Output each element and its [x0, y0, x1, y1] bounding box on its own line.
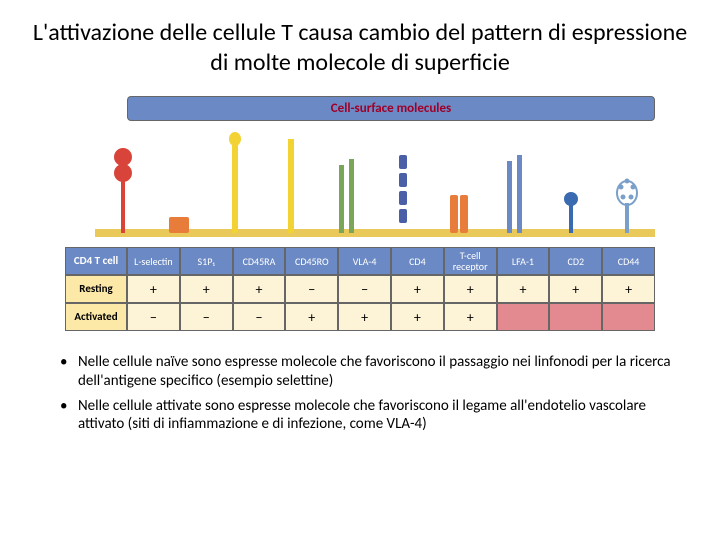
table-cell: + — [391, 303, 444, 331]
table-cell: + — [497, 275, 550, 303]
column-header: CD45RA — [233, 247, 286, 275]
column-header: L-selectin — [127, 247, 180, 275]
table-cell: + — [602, 275, 655, 303]
table-cell: + — [180, 275, 233, 303]
table-cell: − — [338, 275, 391, 303]
table-cell: + — [444, 303, 497, 331]
column-header: LFA-1 — [497, 247, 550, 275]
molecule-icon — [151, 125, 207, 245]
molecule-icon — [95, 125, 151, 245]
table-cell — [549, 303, 602, 331]
row-header-corner: CD4 T cell — [65, 247, 127, 275]
column-header: CD4 — [391, 247, 444, 275]
table-cell — [497, 303, 550, 331]
page-title: L'attivazione delle cellule T causa camb… — [0, 0, 720, 88]
table-cell: + — [549, 275, 602, 303]
expression-table: CD4 T cellL-selectinS1P₁CD45RACD45ROVLA-… — [65, 247, 655, 331]
bullet-item: Nelle cellule attivate sono espresse mol… — [60, 397, 672, 435]
table-cell: + — [444, 275, 497, 303]
table-cell: + — [285, 303, 338, 331]
column-header: CD44 — [602, 247, 655, 275]
table-cell: − — [233, 303, 286, 331]
column-header: T-cell receptor — [444, 247, 497, 275]
figure: Cell-surface molecules CD4 T cellL-selec… — [65, 96, 655, 331]
column-header: CD45RO — [285, 247, 338, 275]
row-header: Activated — [65, 303, 127, 331]
table-cell: + — [233, 275, 286, 303]
column-header: S1P₁ — [180, 247, 233, 275]
table-cell: + — [127, 275, 180, 303]
column-group-header: Cell-surface molecules — [127, 96, 655, 121]
table-cell: − — [285, 275, 338, 303]
molecule-icon — [207, 125, 263, 245]
molecule-icon — [599, 125, 655, 245]
column-header: CD2 — [549, 247, 602, 275]
table-cell: − — [180, 303, 233, 331]
table-cell: − — [127, 303, 180, 331]
table-cell: + — [338, 303, 391, 331]
table-cell — [602, 303, 655, 331]
molecule-icon — [263, 125, 319, 245]
molecule-icon — [543, 125, 599, 245]
molecule-icon — [431, 125, 487, 245]
molecule-diagram — [65, 125, 655, 245]
molecule-icon — [319, 125, 375, 245]
molecule-icon — [487, 125, 543, 245]
table-cell: + — [391, 275, 444, 303]
bullet-item: Nelle cellule naïve sono espresse moleco… — [60, 353, 672, 391]
bullet-list: Nelle cellule naïve sono espresse moleco… — [0, 331, 720, 434]
molecule-icon — [375, 125, 431, 245]
column-header: VLA-4 — [338, 247, 391, 275]
row-header: Resting — [65, 275, 127, 303]
